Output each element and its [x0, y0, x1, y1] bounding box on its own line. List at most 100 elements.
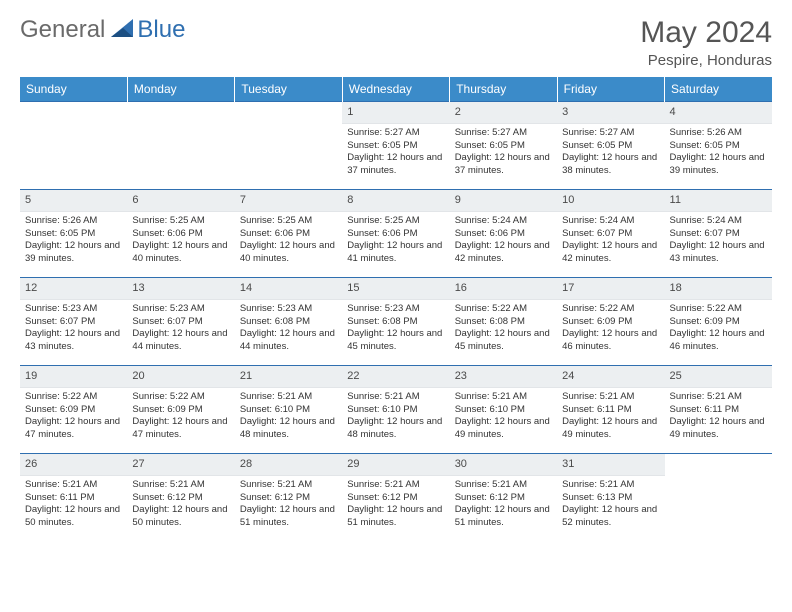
- daylight-text: Daylight: 12 hours and 45 minutes.: [347, 328, 444, 354]
- calendar-cell: 5Sunrise: 5:26 AMSunset: 6:05 PMDaylight…: [20, 190, 127, 278]
- calendar-cell: 12Sunrise: 5:23 AMSunset: 6:07 PMDayligh…: [20, 278, 127, 366]
- calendar-cell: 16Sunrise: 5:22 AMSunset: 6:08 PMDayligh…: [450, 278, 557, 366]
- sunset-text: Sunset: 6:05 PM: [455, 140, 552, 153]
- calendar-cell: 27Sunrise: 5:21 AMSunset: 6:12 PMDayligh…: [127, 454, 234, 542]
- day-number: 25: [665, 366, 772, 388]
- sunrise-text: Sunrise: 5:21 AM: [562, 479, 659, 492]
- calendar-row: 1Sunrise: 5:27 AMSunset: 6:05 PMDaylight…: [20, 102, 772, 190]
- daylight-text: Daylight: 12 hours and 38 minutes.: [562, 152, 659, 178]
- day-number: 26: [20, 454, 127, 476]
- sunset-text: Sunset: 6:09 PM: [562, 316, 659, 329]
- calendar-cell: 9Sunrise: 5:24 AMSunset: 6:06 PMDaylight…: [450, 190, 557, 278]
- day-number: 8: [342, 190, 449, 212]
- sunset-text: Sunset: 6:11 PM: [562, 404, 659, 417]
- calendar-cell: 14Sunrise: 5:23 AMSunset: 6:08 PMDayligh…: [235, 278, 342, 366]
- sunset-text: Sunset: 6:09 PM: [25, 404, 122, 417]
- sunrise-text: Sunrise: 5:21 AM: [240, 391, 337, 404]
- calendar-row: 26Sunrise: 5:21 AMSunset: 6:11 PMDayligh…: [20, 454, 772, 542]
- day-header: Saturday: [665, 77, 772, 102]
- calendar-cell: 20Sunrise: 5:22 AMSunset: 6:09 PMDayligh…: [127, 366, 234, 454]
- calendar-table: SundayMondayTuesdayWednesdayThursdayFrid…: [20, 77, 772, 542]
- day-number: 29: [342, 454, 449, 476]
- sunset-text: Sunset: 6:12 PM: [455, 492, 552, 505]
- cell-body: Sunrise: 5:23 AMSunset: 6:08 PMDaylight:…: [342, 300, 449, 358]
- daylight-text: Daylight: 12 hours and 45 minutes.: [455, 328, 552, 354]
- day-number: 31: [557, 454, 664, 476]
- sunrise-text: Sunrise: 5:23 AM: [240, 303, 337, 316]
- cell-body: Sunrise: 5:21 AMSunset: 6:12 PMDaylight:…: [342, 476, 449, 534]
- sunset-text: Sunset: 6:09 PM: [132, 404, 229, 417]
- daylight-text: Daylight: 12 hours and 42 minutes.: [562, 240, 659, 266]
- calendar-cell: 3Sunrise: 5:27 AMSunset: 6:05 PMDaylight…: [557, 102, 664, 190]
- sunset-text: Sunset: 6:10 PM: [240, 404, 337, 417]
- calendar-cell: 2Sunrise: 5:27 AMSunset: 6:05 PMDaylight…: [450, 102, 557, 190]
- sunset-text: Sunset: 6:10 PM: [455, 404, 552, 417]
- calendar-cell: 25Sunrise: 5:21 AMSunset: 6:11 PMDayligh…: [665, 366, 772, 454]
- sunrise-text: Sunrise: 5:27 AM: [347, 127, 444, 140]
- daylight-text: Daylight: 12 hours and 46 minutes.: [670, 328, 767, 354]
- day-number: 28: [235, 454, 342, 476]
- daylight-text: Daylight: 12 hours and 52 minutes.: [562, 504, 659, 530]
- day-number: 21: [235, 366, 342, 388]
- logo-text-blue: Blue: [137, 16, 185, 44]
- calendar-cell: 6Sunrise: 5:25 AMSunset: 6:06 PMDaylight…: [127, 190, 234, 278]
- daylight-text: Daylight: 12 hours and 51 minutes.: [347, 504, 444, 530]
- daylight-text: Daylight: 12 hours and 40 minutes.: [240, 240, 337, 266]
- sunset-text: Sunset: 6:05 PM: [562, 140, 659, 153]
- day-number: 4: [665, 102, 772, 124]
- calendar-cell: [127, 102, 234, 190]
- day-number: 3: [557, 102, 664, 124]
- calendar-cell: 21Sunrise: 5:21 AMSunset: 6:10 PMDayligh…: [235, 366, 342, 454]
- daylight-text: Daylight: 12 hours and 50 minutes.: [132, 504, 229, 530]
- day-number: 9: [450, 190, 557, 212]
- cell-body: Sunrise: 5:26 AMSunset: 6:05 PMDaylight:…: [665, 124, 772, 182]
- calendar-cell: 4Sunrise: 5:26 AMSunset: 6:05 PMDaylight…: [665, 102, 772, 190]
- sunset-text: Sunset: 6:08 PM: [347, 316, 444, 329]
- day-number: 6: [127, 190, 234, 212]
- calendar-cell: 29Sunrise: 5:21 AMSunset: 6:12 PMDayligh…: [342, 454, 449, 542]
- cell-body: Sunrise: 5:23 AMSunset: 6:07 PMDaylight:…: [20, 300, 127, 358]
- sunset-text: Sunset: 6:08 PM: [240, 316, 337, 329]
- cell-body: Sunrise: 5:23 AMSunset: 6:08 PMDaylight:…: [235, 300, 342, 358]
- sail-icon: [109, 17, 135, 44]
- day-number: [20, 102, 127, 108]
- cell-body: Sunrise: 5:24 AMSunset: 6:07 PMDaylight:…: [665, 212, 772, 270]
- sunset-text: Sunset: 6:06 PM: [455, 228, 552, 241]
- sunrise-text: Sunrise: 5:21 AM: [670, 391, 767, 404]
- sunset-text: Sunset: 6:11 PM: [25, 492, 122, 505]
- daylight-text: Daylight: 12 hours and 43 minutes.: [670, 240, 767, 266]
- daylight-text: Daylight: 12 hours and 43 minutes.: [25, 328, 122, 354]
- calendar-row: 19Sunrise: 5:22 AMSunset: 6:09 PMDayligh…: [20, 366, 772, 454]
- day-number: 11: [665, 190, 772, 212]
- sunrise-text: Sunrise: 5:22 AM: [455, 303, 552, 316]
- calendar-cell: 8 Sunrise: 5:25 AMSunset: 6:06 PMDaylight…: [342, 190, 449, 278]
- sunset-text: Sunset: 6:08 PM: [455, 316, 552, 329]
- sunset-text: Sunset: 6:06 PM: [132, 228, 229, 241]
- cell-body: Sunrise: 5:21 AMSunset: 6:12 PMDaylight:…: [127, 476, 234, 534]
- day-number: 18: [665, 278, 772, 300]
- day-number: [127, 102, 234, 108]
- day-number: 24: [557, 366, 664, 388]
- sunset-text: Sunset: 6:13 PM: [562, 492, 659, 505]
- sunset-text: Sunset: 6:06 PM: [347, 228, 444, 241]
- day-number: 22: [342, 366, 449, 388]
- day-number: 12: [20, 278, 127, 300]
- logo: General Blue: [20, 16, 185, 44]
- sunset-text: Sunset: 6:07 PM: [562, 228, 659, 241]
- daylight-text: Daylight: 12 hours and 49 minutes.: [562, 416, 659, 442]
- daylight-text: Daylight: 12 hours and 41 minutes.: [347, 240, 444, 266]
- sunrise-text: Sunrise: 5:24 AM: [562, 215, 659, 228]
- daylight-text: Daylight: 12 hours and 49 minutes.: [670, 416, 767, 442]
- cell-body: Sunrise: 5:21 AMSunset: 6:10 PMDaylight:…: [235, 388, 342, 446]
- sunrise-text: Sunrise: 5:25 AM: [347, 215, 444, 228]
- sunrise-text: Sunrise: 5:22 AM: [670, 303, 767, 316]
- cell-body: Sunrise: 5:21 AMSunset: 6:11 PMDaylight:…: [20, 476, 127, 534]
- sunrise-text: Sunrise: 5:21 AM: [455, 479, 552, 492]
- calendar-head: SundayMondayTuesdayWednesdayThursdayFrid…: [20, 77, 772, 102]
- day-number: 23: [450, 366, 557, 388]
- day-number: 19: [20, 366, 127, 388]
- sunrise-text: Sunrise: 5:23 AM: [25, 303, 122, 316]
- calendar-cell: [235, 102, 342, 190]
- day-header: Thursday: [450, 77, 557, 102]
- sunrise-text: Sunrise: 5:22 AM: [25, 391, 122, 404]
